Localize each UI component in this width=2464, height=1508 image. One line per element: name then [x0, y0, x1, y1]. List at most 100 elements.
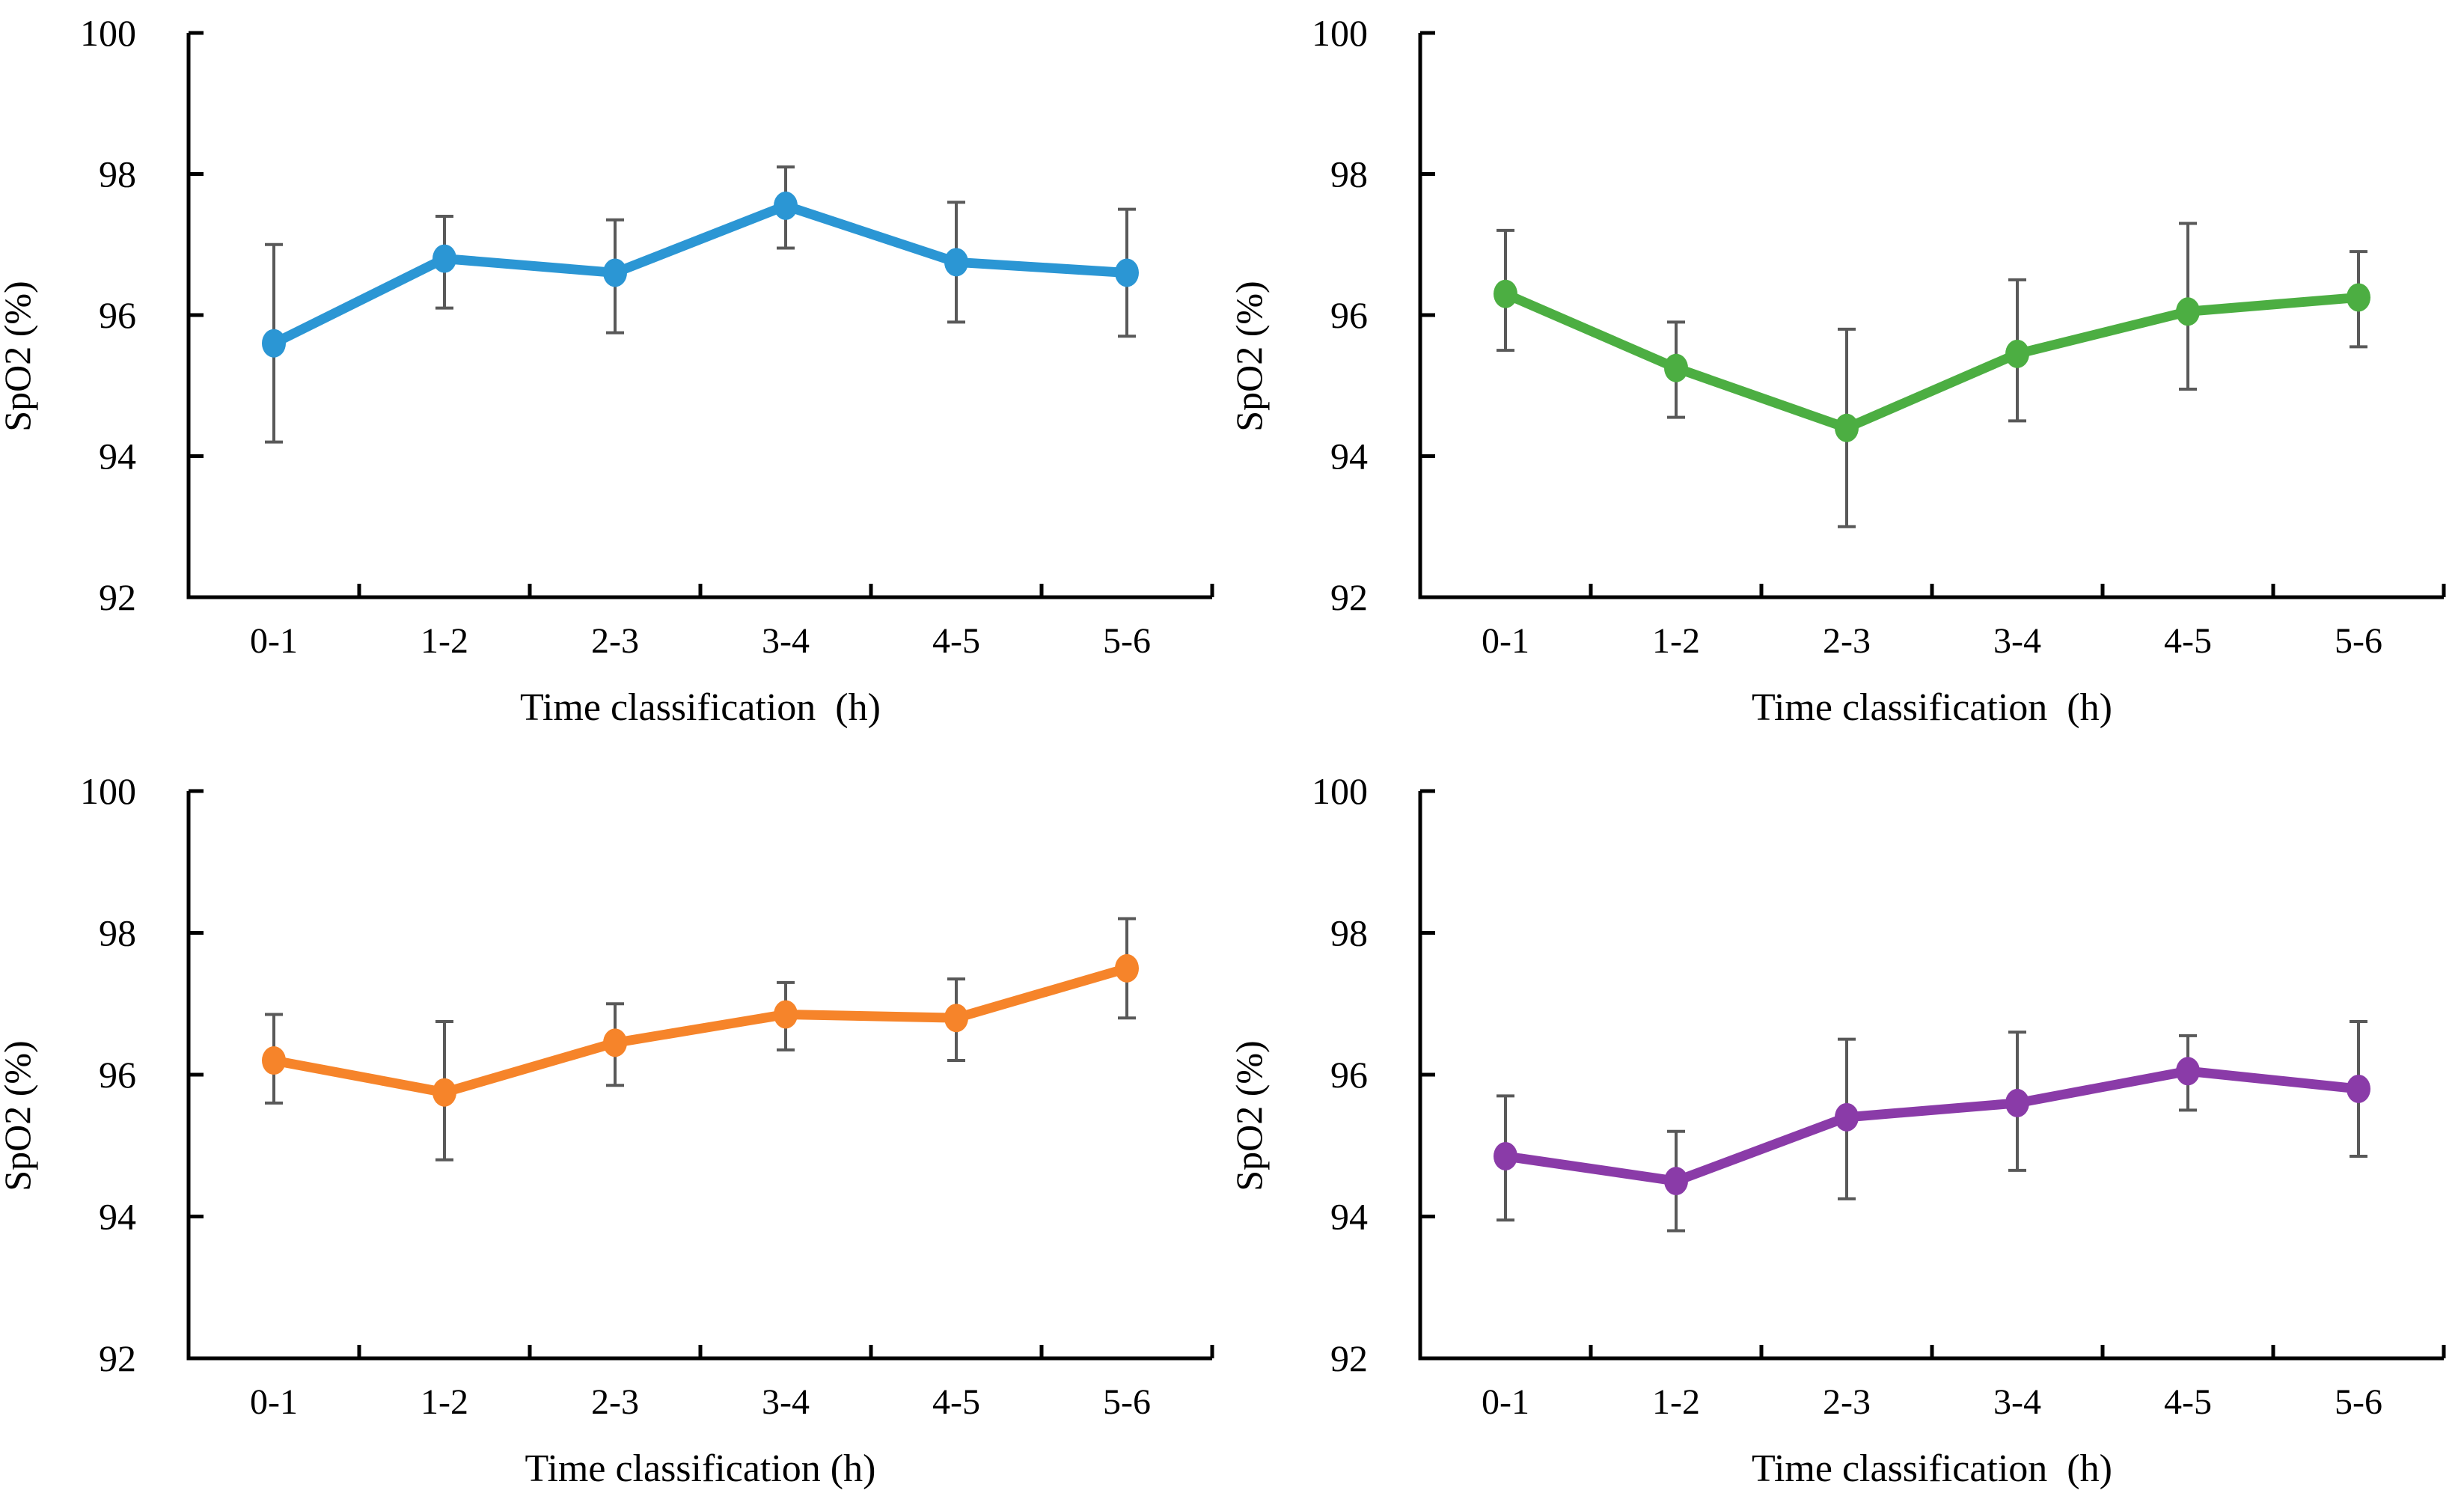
axes: 92 94 96 98 100 0-1 1-2 2-3 3-4 4-5 5-6 Time classi…	[0, 12, 1214, 729]
data-point-marker	[603, 258, 627, 287]
data-point-marker	[1494, 279, 1517, 308]
x-axis-title: Time classification (h)	[1752, 686, 2112, 729]
chart-cell-bottom-right: 92 94 96 98 100 0-1 1-2 2-3 3-4 4-5 5-6 Time classi…	[1232, 754, 2464, 1508]
error-bars	[265, 917, 1136, 1161]
y-tick-label: 100	[1312, 770, 1368, 812]
y-tick-label: 94	[99, 1196, 136, 1238]
error-bars	[265, 165, 1136, 444]
y-tick-label: 94	[1330, 436, 1368, 477]
series-line	[269, 201, 1132, 349]
data-point-marker	[1115, 258, 1139, 287]
data-point-marker	[432, 244, 456, 273]
y-tick-label: 92	[1330, 1337, 1368, 1379]
x-tick-label: 0-1	[250, 621, 298, 661]
x-tick-label: 0-1	[1482, 1382, 1529, 1422]
data-point-marker	[2347, 283, 2370, 312]
y-tick-label: 98	[1330, 153, 1368, 195]
data-point-marker	[262, 329, 286, 358]
data-series	[262, 191, 1139, 358]
spo2-chart-top-right: 92 94 96 98 100 0-1 1-2 2-3 3-4 4-5 5-6 Time classi…	[1232, 12, 2446, 729]
data-point-marker	[2347, 1074, 2370, 1103]
data-point-marker	[1494, 1141, 1517, 1170]
spo2-chart-bottom-left: 92 94 96 98 100 0-1 1-2 2-3 3-4 4-5 5-6 Time classi…	[0, 770, 1214, 1490]
chart-cell-top-right: 92 94 96 98 100 0-1 1-2 2-3 3-4 4-5 5-6 Time classi…	[1232, 0, 2464, 754]
y-tick-label: 98	[99, 912, 136, 954]
x-tick-label: 3-4	[762, 1382, 810, 1422]
y-tick-label: 92	[99, 1337, 136, 1379]
chart-cell-top-left: 92 94 96 98 100 0-1 1-2 2-3 3-4 4-5 5-6 Time classi…	[0, 0, 1232, 754]
x-axis-title: Time classification (h)	[1752, 1447, 2112, 1490]
y-tick-label: 96	[1330, 294, 1368, 336]
data-point-marker	[1664, 353, 1688, 382]
y-axis-title: SpO2 (%)	[1232, 1040, 1270, 1191]
x-tick-label: 4-5	[932, 1382, 980, 1422]
y-axis-title: SpO2 (%)	[0, 1040, 38, 1191]
data-series	[1494, 279, 2370, 442]
y-tick-label: 94	[99, 436, 136, 477]
x-tick-label: 4-5	[2164, 1382, 2212, 1422]
y-axis-title: SpO2 (%)	[0, 281, 38, 431]
series-line	[1500, 289, 2364, 433]
data-point-marker	[774, 1000, 798, 1029]
x-axis-title: Time classification (h)	[520, 686, 881, 729]
x-tick-label: 5-6	[1103, 1382, 1151, 1422]
x-tick-label: 4-5	[932, 621, 980, 661]
data-point-marker	[432, 1078, 456, 1107]
y-tick-label: 96	[99, 294, 136, 336]
axes: 92 94 96 98 100 0-1 1-2 2-3 3-4 4-5 5-6 Time classi…	[1232, 12, 2446, 729]
x-tick-label: 2-3	[1823, 1382, 1871, 1422]
data-point-marker	[2005, 339, 2029, 368]
error-bars	[1497, 222, 2367, 528]
data-point-marker	[2005, 1088, 2029, 1117]
y-tick-label: 98	[1330, 912, 1368, 954]
data-series	[262, 953, 1139, 1107]
y-axis-title: SpO2 (%)	[1232, 281, 1270, 431]
x-tick-label: 1-2	[1652, 1382, 1700, 1422]
y-tick-label: 92	[1330, 576, 1368, 618]
chart-cell-bottom-left: 92 94 96 98 100 0-1 1-2 2-3 3-4 4-5 5-6 Time classi…	[0, 754, 1232, 1508]
data-point-marker	[1835, 1102, 1859, 1132]
x-tick-label: 2-3	[591, 1382, 639, 1422]
axes: 92 94 96 98 100 0-1 1-2 2-3 3-4 4-5 5-6 Time classi…	[1232, 770, 2446, 1490]
data-point-marker	[2176, 297, 2200, 326]
x-tick-label: 3-4	[1993, 1382, 2041, 1422]
data-series	[1494, 1057, 2370, 1196]
y-tick-label: 94	[1330, 1196, 1368, 1238]
x-tick-label: 1-2	[421, 621, 468, 661]
data-point-marker	[262, 1046, 286, 1075]
y-tick-label: 96	[1330, 1054, 1368, 1096]
data-point-marker	[1115, 953, 1139, 983]
spo2-chart-bottom-right: 92 94 96 98 100 0-1 1-2 2-3 3-4 4-5 5-6 Time classi…	[1232, 770, 2446, 1490]
series-line	[269, 963, 1132, 1098]
spo2-chart-top-left: 92 94 96 98 100 0-1 1-2 2-3 3-4 4-5 5-6 Time classi…	[0, 12, 1214, 729]
data-point-marker	[774, 191, 798, 220]
y-tick-label: 100	[80, 12, 136, 54]
error-bars	[1497, 1019, 2367, 1233]
x-tick-label: 1-2	[421, 1382, 468, 1422]
y-tick-label: 96	[99, 1054, 136, 1096]
axes: 92 94 96 98 100 0-1 1-2 2-3 3-4 4-5 5-6 Time classi…	[0, 770, 1214, 1490]
x-tick-label: 3-4	[1993, 621, 2041, 661]
data-point-marker	[2176, 1057, 2200, 1086]
x-tick-label: 0-1	[1482, 621, 1529, 661]
data-point-marker	[1664, 1167, 1688, 1196]
x-tick-label: 0-1	[250, 1382, 298, 1422]
y-tick-label: 100	[80, 770, 136, 812]
x-tick-label: 4-5	[2164, 621, 2212, 661]
data-point-marker	[944, 1004, 968, 1033]
x-axis-title: Time classification (h)	[525, 1447, 876, 1490]
x-tick-label: 2-3	[1823, 621, 1871, 661]
x-tick-label: 5-6	[1103, 621, 1151, 661]
data-point-marker	[944, 248, 968, 277]
data-point-marker	[1835, 413, 1859, 442]
x-tick-label: 2-3	[591, 621, 639, 661]
y-tick-label: 92	[99, 576, 136, 618]
x-tick-label: 1-2	[1652, 621, 1700, 661]
x-tick-label: 3-4	[762, 621, 810, 661]
y-tick-label: 98	[99, 153, 136, 195]
y-tick-label: 100	[1312, 12, 1368, 54]
data-point-marker	[603, 1028, 627, 1057]
x-tick-label: 5-6	[2335, 1382, 2382, 1422]
x-tick-label: 5-6	[2335, 621, 2382, 661]
